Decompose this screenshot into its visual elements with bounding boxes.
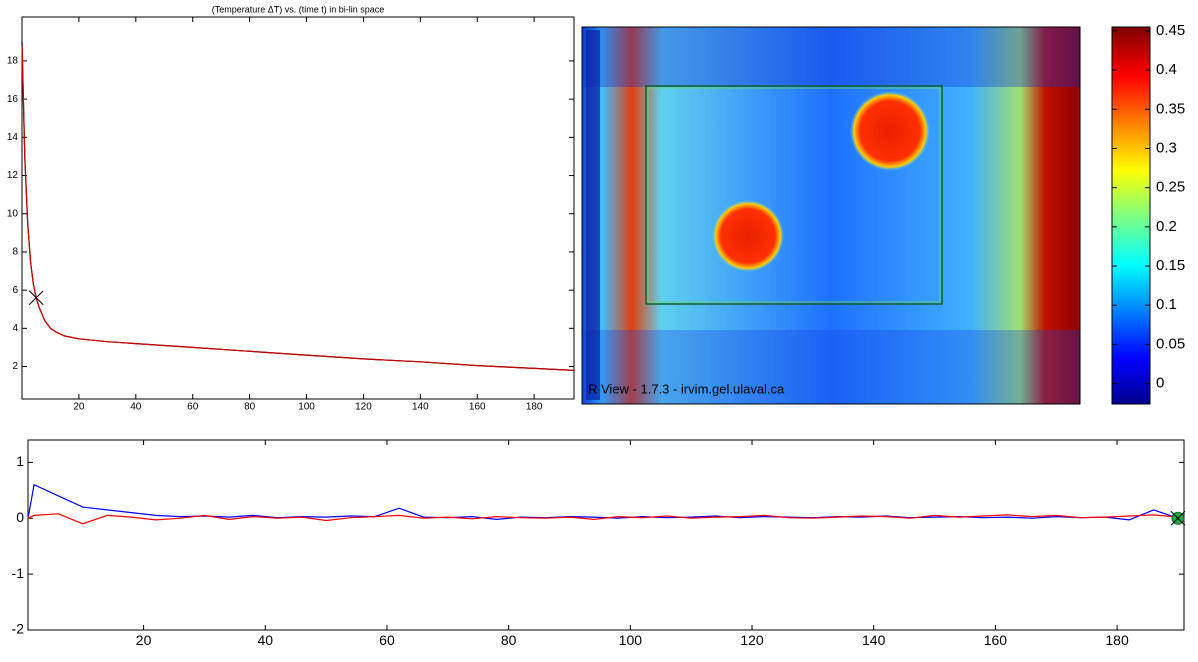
screen: (Temperature ΔT) vs. (time t) in bi-lin … [0,0,1198,662]
x-tick-label: 20 [73,402,85,413]
y-tick-label: 6 [12,285,18,296]
y-tick-label: 4 [12,323,18,334]
y-tick-label: -1 [12,565,25,581]
y-tick-label: 16 [7,94,19,105]
y-tick-label: 14 [7,132,19,143]
x-tick-label: 60 [187,402,199,413]
plot-area [28,440,1184,630]
image-annotation: R View - 1.7.3 - irvim.gel.ulaval.ca [588,381,785,396]
x-tick-label: 140 [862,632,886,648]
colorbar-label: 0.25 [1156,179,1185,196]
y-tick-label: 0 [16,509,24,525]
x-tick-label: 100 [298,402,315,413]
y-tick-label: 8 [12,247,18,258]
colorbar [1112,27,1150,404]
colorbar-label: 0.05 [1156,335,1185,352]
x-tick-label: 80 [501,632,517,648]
x-tick-label: 120 [740,632,764,648]
x-tick-label: 160 [984,632,1008,648]
x-tick-label: 180 [1105,632,1129,648]
colorbar-label: 0.45 [1156,22,1185,39]
y-tick-label: 10 [7,208,19,219]
x-tick-label: 40 [130,402,142,413]
colorbar-label: 0.2 [1156,218,1177,235]
x-tick-label: 20 [136,632,152,648]
colorbar-label: 0.3 [1156,139,1177,156]
marker [1171,511,1185,525]
colorbar-label: 0.4 [1156,61,1177,78]
y-tick-label: 1 [16,453,24,469]
x-tick-label: 160 [469,402,486,413]
chart-title: (Temperature ΔT) vs. (time t) in bi-lin … [212,4,385,14]
x-tick-label: 80 [244,402,256,413]
y-tick-label: -2 [12,621,25,637]
x-tick-label: 40 [257,632,273,648]
colorbar-label: 0.1 [1156,296,1177,313]
x-tick-label: 60 [379,632,395,648]
colorbar-label: 0 [1156,375,1164,392]
y-tick-label: 2 [12,361,18,372]
y-tick-label: 12 [7,170,19,181]
colorbar-label: 0.35 [1156,100,1185,117]
thermal-image [582,27,1080,404]
colorbar-label: 0.15 [1156,257,1185,274]
x-tick-label: 120 [355,402,372,413]
y-tick-label: 18 [7,56,19,67]
x-tick-label: 100 [619,632,643,648]
x-tick-label: 180 [526,402,543,413]
x-tick-label: 140 [412,402,429,413]
